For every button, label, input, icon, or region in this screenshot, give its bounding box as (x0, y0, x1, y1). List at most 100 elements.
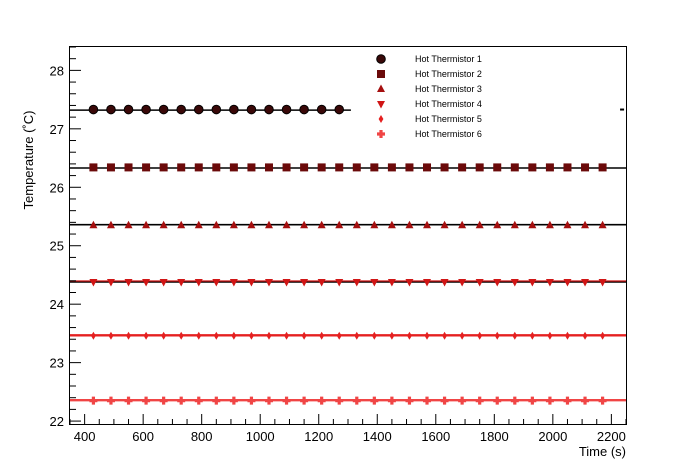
data-point (371, 331, 377, 340)
data-point (387, 278, 396, 287)
data-point (442, 331, 447, 340)
data-point (334, 104, 345, 115)
legend-label: Hot Thermistor 2 (415, 69, 482, 79)
data-point (231, 331, 237, 340)
y-axis-title: Temperature (˚C) (21, 111, 36, 210)
data-point (563, 220, 572, 229)
data-point (335, 396, 344, 405)
x-tick-label: 800 (191, 429, 213, 444)
data-point (475, 220, 484, 229)
data-point (510, 396, 519, 405)
data-point (336, 331, 342, 340)
x-tick-label: 2000 (538, 429, 567, 444)
data-point (142, 278, 151, 287)
data-point (598, 163, 607, 172)
data-point (282, 220, 291, 229)
legend-marker (376, 54, 386, 64)
legend-label: Hot Thermistor 3 (415, 84, 482, 94)
data-point (89, 220, 98, 229)
data-point (352, 163, 361, 172)
data-point (494, 331, 500, 340)
x-tick-label: 1600 (421, 429, 450, 444)
data-point (106, 220, 115, 229)
data-point (89, 278, 98, 287)
data-point (475, 163, 484, 172)
data-point (249, 331, 254, 340)
data-point (161, 331, 167, 340)
data-point (229, 163, 238, 172)
data-point (528, 220, 537, 229)
legend-label: Hot Thermistor 6 (415, 129, 482, 139)
data-point (264, 104, 274, 115)
legend-label: Hot Thermistor 1 (415, 54, 482, 64)
data-point (264, 220, 273, 229)
data-point (246, 104, 257, 115)
data-point (284, 331, 289, 340)
data-point (370, 396, 379, 405)
data-point (229, 278, 238, 287)
data-point (317, 220, 326, 229)
data-point (141, 104, 151, 115)
data-point (211, 104, 222, 115)
data-point (528, 278, 537, 287)
data-point (142, 220, 151, 229)
data-point (458, 163, 467, 172)
data-point (582, 331, 588, 340)
data-point (177, 163, 186, 172)
data-point (475, 278, 484, 287)
x-tick-label: 2200 (597, 429, 626, 444)
data-point (106, 163, 115, 172)
plot-frame (69, 46, 627, 425)
legend-marker (378, 115, 384, 123)
data-point (212, 163, 221, 172)
data-point (319, 331, 325, 340)
data-point (88, 104, 99, 115)
data-point (581, 396, 590, 405)
data-point (545, 220, 554, 229)
data-point (440, 278, 449, 287)
data-point (458, 220, 467, 229)
data-point (581, 163, 590, 172)
data-point (493, 396, 502, 405)
data-point (193, 104, 204, 115)
data-point (124, 396, 133, 405)
data-point (370, 220, 379, 229)
data-point (194, 163, 203, 172)
data-point (158, 104, 169, 115)
data-point (598, 396, 607, 405)
x-axis-title: Time (s) (579, 444, 626, 459)
y-tick-label: 23 (50, 356, 64, 371)
legend: Hot Thermistor 1 Hot Thermistor 2 Hot Ther… (376, 54, 482, 139)
x-tick-label: 1200 (304, 429, 333, 444)
x-tick-label: 1800 (480, 429, 509, 444)
data-point (598, 220, 607, 229)
data-point (335, 220, 344, 229)
legend-marker (377, 84, 385, 92)
x-tick-label: 1000 (246, 429, 275, 444)
data-point (405, 278, 414, 287)
data-point (475, 396, 484, 405)
data-point (300, 396, 309, 405)
data-point (563, 278, 572, 287)
data-point (598, 278, 607, 287)
data-point (282, 163, 291, 172)
data-point (405, 220, 414, 229)
data-point (510, 220, 519, 229)
data-point (123, 104, 134, 115)
data-point (301, 331, 307, 340)
data-point (282, 278, 291, 287)
y-tick-label: 25 (50, 239, 64, 254)
data-point (440, 163, 449, 172)
data-point (106, 104, 116, 115)
data-point (565, 331, 570, 340)
data-point (493, 163, 502, 172)
data-point (581, 220, 590, 229)
x-tick-label: 400 (74, 429, 96, 444)
data-markers (88, 104, 607, 405)
data-point (282, 396, 291, 405)
data-point (545, 163, 554, 172)
data-point (229, 220, 238, 229)
legend-marker (377, 101, 385, 109)
y-tick-label: 26 (50, 180, 64, 195)
data-point (423, 163, 432, 172)
